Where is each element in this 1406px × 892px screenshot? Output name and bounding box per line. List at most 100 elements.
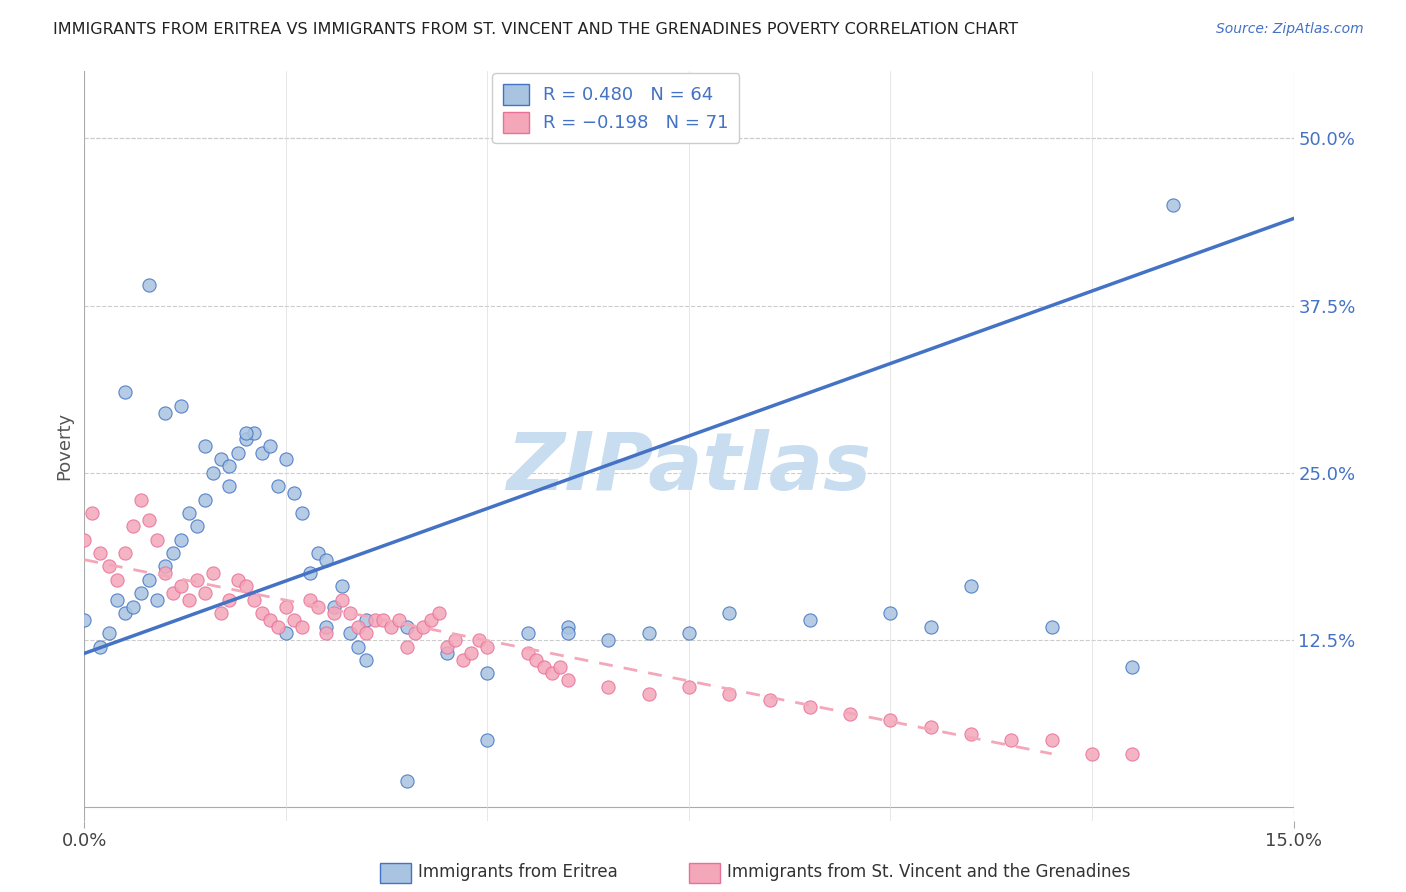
Point [315,553,337,567]
Point [1121,747,1143,761]
Point [598,633,620,648]
Point [388,613,411,627]
Point [371,613,394,627]
Point [97,559,120,574]
Point [758,693,780,707]
Point [89,546,111,560]
Point [194,586,217,600]
Point [315,626,337,640]
Point [274,599,297,614]
Point [1040,620,1063,634]
Point [323,607,346,621]
Point [839,706,862,721]
Point [960,726,983,740]
Point [451,653,474,667]
Point [250,446,273,460]
Point [170,580,193,594]
Point [307,546,329,560]
Point [114,607,136,621]
Point [598,680,620,694]
Point [114,385,136,400]
Point [105,573,128,587]
Point [395,773,418,788]
Point [146,533,169,547]
Point [259,613,281,627]
Text: ZIPatlas: ZIPatlas [506,429,872,508]
Point [194,492,217,507]
Point [678,680,700,694]
Point [330,593,353,607]
Point [235,433,257,447]
Point [920,620,942,634]
Point [179,593,201,607]
Point [121,599,143,614]
Point [799,700,821,714]
Point [218,593,240,607]
Point [330,580,353,594]
Point [879,714,901,728]
Y-axis label: Poverty: Poverty [55,412,73,480]
Point [291,620,314,634]
Point [356,653,378,667]
Point [356,613,378,627]
Point [153,406,176,420]
Point [557,620,579,634]
Point [444,633,467,648]
Point [347,640,370,654]
Point [395,620,418,634]
Point [557,673,579,688]
Point [1161,198,1184,212]
Point [250,607,273,621]
Text: IMMIGRANTS FROM ERITREA VS IMMIGRANTS FROM ST. VINCENT AND THE GRENADINES POVERT: IMMIGRANTS FROM ERITREA VS IMMIGRANTS FR… [53,22,1018,37]
Point [162,586,184,600]
Point [259,439,281,453]
Point [412,620,434,634]
Point [138,278,160,293]
Point [194,439,217,453]
Point [170,399,193,413]
Point [380,620,402,634]
Point [533,660,555,674]
Point [516,646,538,660]
Point [637,687,659,701]
Point [129,492,152,507]
Point [477,640,499,654]
Point [339,607,361,621]
Point [477,733,499,747]
Point [1040,733,1063,747]
Point [283,486,305,500]
Point [960,580,983,594]
Text: Immigrants from Eritrea: Immigrants from Eritrea [418,863,617,881]
Point [1121,660,1143,674]
Point [82,506,104,520]
Point [436,646,458,660]
Point [97,626,120,640]
Point [339,626,361,640]
Point [267,479,290,493]
Point [307,599,329,614]
Point [678,626,700,640]
Text: Immigrants from St. Vincent and the Grenadines: Immigrants from St. Vincent and the Gren… [727,863,1130,881]
Point [235,425,257,440]
Point [226,573,249,587]
Point [323,599,346,614]
Point [162,546,184,560]
Point [202,466,225,480]
Point [347,620,370,634]
Point [363,613,385,627]
Point [114,546,136,560]
Point [274,452,297,467]
Point [541,666,564,681]
Point [129,586,152,600]
Point [73,533,96,547]
Point [799,613,821,627]
Point [637,626,659,640]
Point [218,459,240,474]
Point [920,720,942,734]
Point [170,533,193,547]
Legend: R = 0.480   N = 64, R = −0.198   N = 71: R = 0.480 N = 64, R = −0.198 N = 71 [492,73,740,144]
Point [299,566,322,581]
Point [524,653,547,667]
Point [226,446,249,460]
Point [146,593,169,607]
